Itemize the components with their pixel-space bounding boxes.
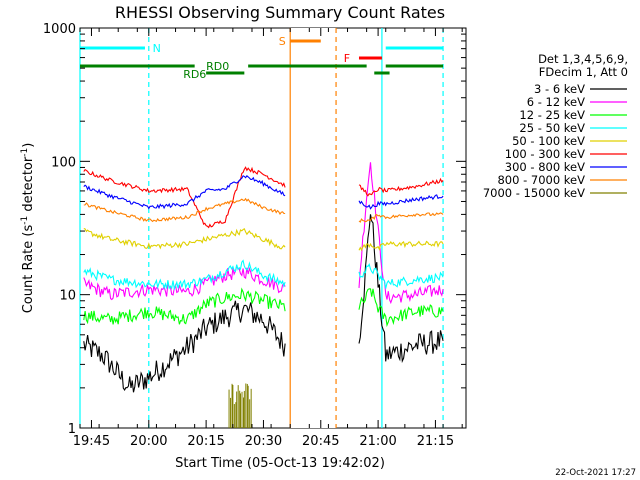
series-line	[83, 174, 286, 210]
series-line	[83, 259, 286, 291]
series-line	[358, 263, 444, 289]
series-line	[83, 227, 286, 250]
legend-entry-label: 800 - 7000 keV	[497, 173, 585, 187]
legend-header-line: FDecim 1, Att 0	[539, 65, 628, 79]
x-axis-label: Start Time (05-Oct-13 19:42:02)	[175, 456, 385, 471]
annotation-label: S	[279, 35, 286, 48]
chart-title: RHESSI Observing Summary Count Rates	[115, 3, 445, 22]
overlay-layer	[79, 28, 444, 428]
legend-header-line: Det 1,3,4,5,6,9,	[538, 52, 628, 66]
series-line	[83, 197, 286, 223]
legend-entry-label: 300 - 800 keV	[505, 160, 585, 174]
series-line	[358, 212, 444, 223]
x-tick-label: 20:45	[302, 434, 339, 449]
y-tick-label: 1	[68, 422, 76, 437]
x-tick-label: 19:45	[73, 434, 110, 449]
legend-entry-label: 3 - 6 keV	[534, 82, 585, 96]
annotation-label: F	[344, 52, 350, 65]
x-tick-label: 21:15	[417, 434, 454, 449]
series-layer	[83, 162, 444, 428]
x-tick-label: 21:00	[359, 434, 396, 449]
series-line	[83, 264, 286, 301]
axis-layer: 19:45 20:00 20:15 20:30 20:45 21:00 21:15 1 10 10…	[43, 22, 466, 449]
series-line	[358, 214, 444, 364]
footer-date: 22-Oct-2021 17:27	[555, 468, 636, 478]
x-tick-label: 20:30	[245, 434, 282, 449]
data-gap	[290, 28, 337, 428]
y-axis-label-part: detector	[21, 156, 36, 216]
legend-entry-label: 7000 - 15000 keV	[483, 186, 585, 200]
series-line	[358, 162, 444, 305]
y-axis-label-part: Count Rate (s	[21, 225, 36, 314]
annotation-label: N	[153, 42, 161, 55]
y-axis-label-part: )	[21, 143, 36, 148]
legend: Det 1,3,4,5,6,9, FDecim 1, Att 0 3 - 6 k…	[483, 52, 628, 200]
series-line	[358, 194, 444, 210]
y-tick-label: 10	[59, 289, 76, 304]
legend-entry-label: 12 - 25 keV	[519, 108, 585, 122]
y-tick-label: 1000	[43, 22, 76, 37]
legend-entry-label: 6 - 12 keV	[527, 95, 585, 109]
series-line	[358, 288, 444, 328]
series-line	[358, 240, 444, 252]
y-axis-label-sup: -1	[20, 148, 30, 157]
series-line	[83, 166, 286, 229]
legend-entry-label: 100 - 300 keV	[505, 147, 585, 161]
y-tick-label: 100	[51, 155, 76, 170]
annotation-label: RD0	[206, 60, 229, 73]
legend-entry-label: 25 - 50 keV	[519, 121, 585, 135]
series-line	[83, 300, 286, 393]
x-tick-label: 20:00	[130, 434, 167, 449]
series-line	[358, 177, 444, 197]
y-axis-label-sup: -1	[20, 216, 30, 225]
legend-entry-label: 50 - 100 keV	[512, 134, 585, 148]
annotation-label: RD6	[183, 68, 206, 81]
series-line	[83, 287, 286, 325]
plot-frame	[79, 27, 467, 429]
x-tick-label: 20:15	[187, 434, 224, 449]
y-axis-label: Count Rate (s-1 detector-1)	[20, 143, 36, 314]
